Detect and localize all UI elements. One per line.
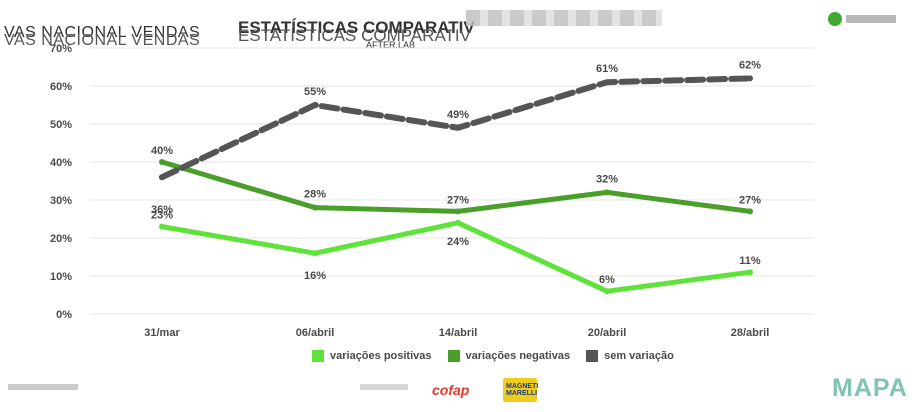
series-point-2-0 <box>159 174 165 181</box>
mapa-logo: MAPA <box>832 374 908 402</box>
legend-swatch-positive <box>312 350 324 362</box>
x-tick-label: 28/abril <box>731 327 770 339</box>
series-point-0-0 <box>159 223 165 230</box>
legend-item-negative: variações negativas <box>447 350 571 362</box>
chart-legend: variações positivas variações negativas … <box>312 348 674 364</box>
series-point-1-2 <box>455 208 461 215</box>
header-mid-title-ghost: ESTATÍSTICAS COMPARATIV <box>238 26 471 45</box>
header-mid: ESTATÍSTICAS COMPARATIV ESTATÍSTICAS COM… <box>238 10 475 50</box>
x-tick-label: 14/abril <box>439 327 478 339</box>
data-label: 40% <box>151 145 173 157</box>
data-label: 27% <box>739 194 761 206</box>
series-point-2-1 <box>312 102 318 108</box>
y-tick-label: 20% <box>50 233 72 245</box>
x-tick-label: 31/mar <box>144 327 180 339</box>
magneti-marelli-logo: MAGNETI MARELLI <box>503 378 538 402</box>
series-point-1-4 <box>747 208 753 215</box>
brand-dot-icon <box>828 12 842 26</box>
y-tick-label: 10% <box>50 271 72 283</box>
data-label: 6% <box>599 274 615 286</box>
data-label: 62% <box>739 59 761 71</box>
x-tick-label: 06/abril <box>296 327 335 339</box>
data-label: 24% <box>447 236 469 248</box>
y-tick-label: 30% <box>50 195 72 207</box>
data-label: 28% <box>304 189 326 201</box>
series-point-1-3 <box>604 189 610 196</box>
series-point-0-4 <box>747 269 753 276</box>
data-label: 49% <box>447 109 469 121</box>
data-label: 55% <box>304 86 326 98</box>
series-point-2-3 <box>604 79 610 86</box>
legend-item-none: sem variação <box>586 350 674 362</box>
header-left: VAS NACIONAL VENDAS VAS NACIONAL VENDAS <box>0 0 460 58</box>
series-point-1-1 <box>312 204 318 211</box>
blurred-header-text <box>466 10 662 26</box>
legend-label-positive: variações positivas <box>330 350 432 362</box>
footer-blurred-text-mid <box>360 384 408 390</box>
series-line-0 <box>159 220 753 294</box>
data-label: 36% <box>151 204 173 216</box>
legend-swatch-none <box>586 350 599 362</box>
x-tick-label: 20/abril <box>588 327 627 339</box>
data-label: 27% <box>447 194 469 206</box>
header-left-title-ghost: VAS NACIONAL VENDAS <box>4 32 201 49</box>
y-tick-label: 70% <box>50 43 72 55</box>
header-mid-subtitle: AFTER.LAB <box>366 40 416 50</box>
series-point-0-3 <box>604 288 610 295</box>
legend-swatch-negative <box>447 350 460 362</box>
legend-label-none: sem variação <box>604 350 674 362</box>
brand-text-blurred <box>846 15 896 23</box>
series-point-2-2 <box>455 124 461 131</box>
data-label: 32% <box>596 173 618 185</box>
brand-logo-right <box>828 12 900 26</box>
series-point-1-0 <box>159 159 165 165</box>
legend-label-negative: variações negativas <box>465 350 571 362</box>
data-label: 11% <box>739 255 761 267</box>
data-label: 16% <box>304 270 326 282</box>
header-left-title: VAS NACIONAL VENDAS <box>4 24 201 41</box>
series-point-0-2 <box>455 219 461 226</box>
y-tick-label: 40% <box>50 157 72 169</box>
data-label: 23% <box>151 210 173 222</box>
cofap-logo: cofap <box>432 382 470 398</box>
y-tick-label: 0% <box>56 309 72 321</box>
y-tick-label: 50% <box>50 119 72 131</box>
legend-item-positive: variações positivas <box>312 350 432 362</box>
data-label: 61% <box>596 63 618 75</box>
y-tick-label: 60% <box>50 81 72 93</box>
header-mid-title: ESTATÍSTICAS COMPARATIV <box>238 18 475 37</box>
series-point-2-4 <box>747 75 753 82</box>
series-point-0-1 <box>312 250 318 257</box>
footer-blurred-text <box>8 384 78 390</box>
